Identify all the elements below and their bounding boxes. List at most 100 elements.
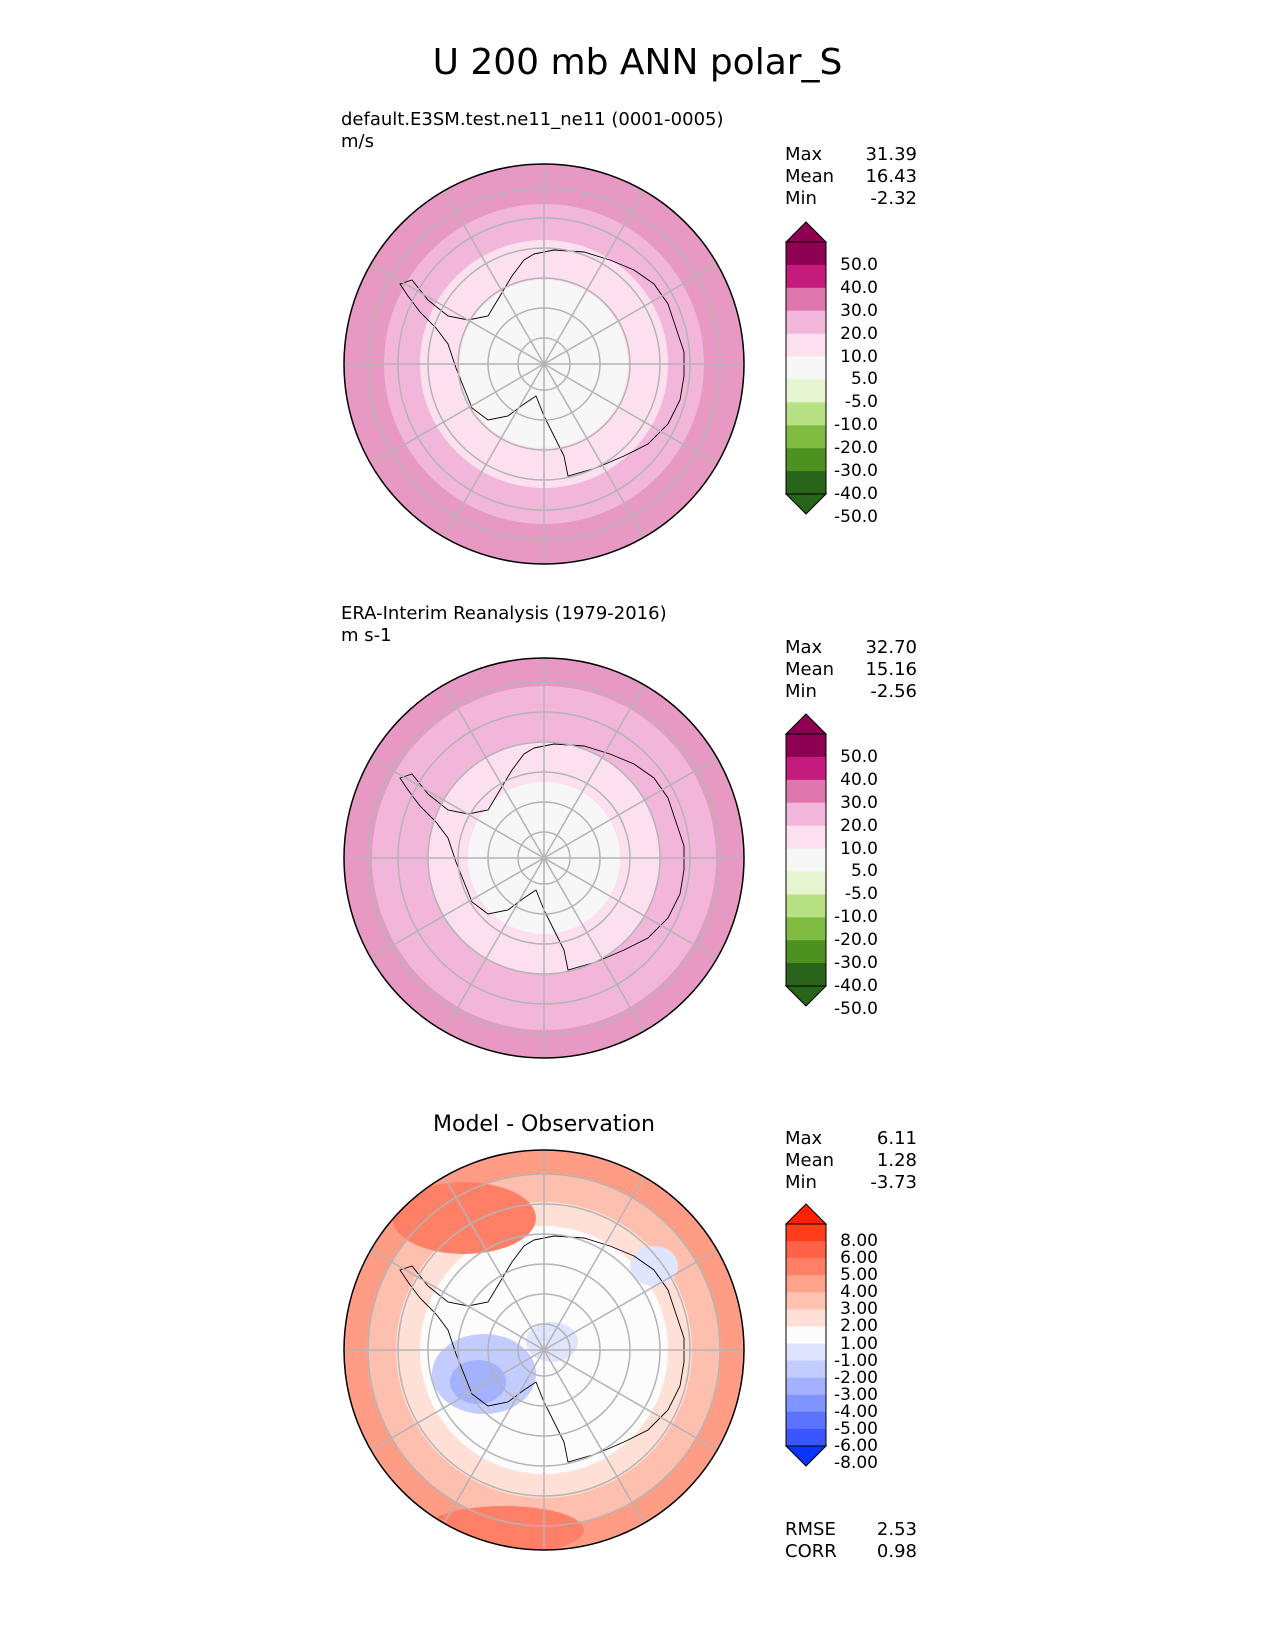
- colorbar-tick-label: -50.0: [834, 998, 878, 1019]
- colorbar-segment-3: [786, 310, 826, 335]
- colorbar-segment-1: [786, 1241, 826, 1259]
- colorbar-segment-8: [786, 1360, 826, 1379]
- panel3-stat-rmse: RMSE 2.53: [785, 1519, 917, 1541]
- colorbar-segment-2: [786, 287, 826, 312]
- stat-value: 0.98: [876, 1541, 917, 1562]
- colorbar-segment-1: [786, 756, 826, 781]
- colorbar-tick-label: 3.00: [840, 1299, 878, 1320]
- colorbar-segment-8: [786, 917, 826, 941]
- colorbar-frame: [785, 1223, 827, 1447]
- colorbar-segment-10: [786, 963, 826, 987]
- colorbar-segment-4: [786, 825, 826, 850]
- stat-value: 16.43: [865, 166, 917, 187]
- colorbar-tick-label: -30.0: [834, 461, 878, 482]
- stat-label: Max: [785, 144, 823, 165]
- stat-value: 32.70: [865, 637, 917, 658]
- colorbar-tick-label: -2.00: [834, 1367, 878, 1388]
- stat-label: Mean: [785, 1150, 835, 1171]
- panel2-stats: Max 32.70 Mean 15.16 Min -2.56: [785, 637, 917, 703]
- stat-value: 15.16: [865, 659, 917, 680]
- colorbar-segment-12: [786, 1428, 826, 1447]
- map-boundary: [343, 1149, 745, 1551]
- colorbar-tick-label: -6.00: [834, 1436, 878, 1456]
- colorbar-segment-7: [786, 894, 826, 918]
- map-boundary: [343, 657, 745, 1059]
- colorbar-tick-label: -5.00: [834, 1418, 878, 1439]
- colorbar-segment-7: [786, 402, 826, 426]
- panel2-subtitle-line1: ERA-Interim Reanalysis (1979-2016): [341, 603, 667, 624]
- colorbar-segment-3: [786, 802, 826, 827]
- panel2-polar-map: [343, 657, 745, 1059]
- colorbar-tick-label: 5.0: [850, 369, 878, 390]
- colorbar-segment-7: [786, 1343, 826, 1362]
- meridian-gridline-5: [443, 684, 645, 1032]
- colorbar-tick-label: 50.0: [840, 254, 878, 275]
- colorbar-tick-label: -10.0: [834, 415, 878, 436]
- colorbar-segment-9: [786, 940, 826, 964]
- colorbar-segment-0: [786, 1224, 826, 1242]
- colorbar-tick-label: -40.0: [834, 484, 878, 504]
- stat-label: Max: [785, 1128, 823, 1149]
- stat-label: CORR: [785, 1541, 837, 1562]
- panel1-colorbar-ticks: 50.0 40.0 30.0 20.0 10.0 5.0 -5.0 -10.0 -20.0 -30…: [818, 222, 878, 527]
- panel2-colorbar-ticks: 50.0 40.0 30.0 20.0 10.0 5.0 -5.0 -10.0 -20.0 -30…: [818, 714, 878, 1019]
- colorbar-tick-label: 20.0: [840, 323, 878, 344]
- colorbar-tick-label: -8.00: [834, 1453, 878, 1474]
- antarctica-coastline: [399, 249, 685, 477]
- colorbar-segment-9: [786, 448, 826, 472]
- colorbar-segment-11: [786, 1411, 826, 1430]
- colorbar-segment-2: [786, 1258, 826, 1276]
- colorbar-segment-0: [786, 242, 826, 266]
- colorbar-tick-label: -4.00: [834, 1401, 878, 1422]
- anomaly-region-4: [392, 1182, 536, 1254]
- stat-value: -2.32: [870, 188, 917, 209]
- colorbar-segment-5: [786, 356, 826, 380]
- stat-label: RMSE: [785, 1519, 836, 1540]
- colorbar-tick-label: 6.00: [840, 1248, 878, 1269]
- colorbar-tick-label: 4.00: [840, 1282, 878, 1303]
- panel1-stat-min: Min -2.32: [785, 188, 917, 210]
- panel3-stat-max: Max 6.11: [785, 1128, 917, 1150]
- stat-value: 31.39: [865, 144, 917, 165]
- colorbar-tick-label: 50.0: [840, 746, 878, 767]
- colorbar-segment-1: [786, 264, 826, 289]
- stat-value: 1.28: [876, 1150, 917, 1171]
- panel3-footer-stats: RMSE 2.53 CORR 0.98: [785, 1519, 917, 1563]
- panel1-stat-mean: Mean 16.43: [785, 166, 917, 188]
- stat-label: Min: [785, 1172, 817, 1193]
- panel3-stat-mean: Mean 1.28: [785, 1150, 917, 1172]
- panel1-colorbar: [784, 221, 828, 515]
- colorbar-tick-label: -20.0: [834, 438, 878, 459]
- anomaly-region-5: [424, 1506, 584, 1550]
- stat-value: 6.11: [876, 1128, 917, 1149]
- colorbar-segment-0: [786, 734, 826, 758]
- colorbar-segment-2: [786, 779, 826, 804]
- colorbar-tick-label: 40.0: [840, 277, 878, 298]
- antarctica-coastline: [399, 743, 685, 971]
- panel3-stat-corr: CORR 0.98: [785, 1541, 917, 1563]
- panel2-stat-max: Max 32.70: [785, 637, 917, 659]
- colorbar-tick-label: -1.00: [834, 1350, 878, 1371]
- stat-label: Max: [785, 637, 823, 658]
- stat-value: -2.56: [870, 681, 917, 702]
- colorbar-tick-label: -50.0: [834, 506, 878, 527]
- stat-value: -3.73: [870, 1172, 917, 1193]
- colorbar-segment-3: [786, 1275, 826, 1293]
- colorbar-segment-6: [786, 871, 826, 895]
- panel1-stat-max: Max 31.39: [785, 144, 917, 166]
- panel2-stat-min: Min -2.56: [785, 681, 917, 703]
- panel2-subtitle-line2: m s-1: [341, 625, 392, 646]
- figure-title: U 200 mb ANN polar_S: [432, 42, 843, 83]
- stat-label: Mean: [785, 659, 835, 680]
- panel3-polar-map: [343, 1149, 745, 1551]
- panel1-subtitle-line1: default.E3SM.test.ne11_ne11 (0001-0005): [341, 109, 724, 130]
- colorbar-tick-label: 8.00: [840, 1231, 878, 1252]
- panel1-stats: Max 31.39 Mean 16.43 Min -2.32: [785, 144, 917, 210]
- colorbar-tick-label: 30.0: [840, 300, 878, 321]
- stat-label: Mean: [785, 166, 835, 187]
- colorbar-tick-label: -20.0: [834, 930, 878, 951]
- colorbar-segment-6: [786, 379, 826, 403]
- panel1-subtitle-line2: m/s: [341, 131, 374, 152]
- meridian-gridline-5: [443, 190, 645, 538]
- colorbar-segment-4: [786, 1292, 826, 1310]
